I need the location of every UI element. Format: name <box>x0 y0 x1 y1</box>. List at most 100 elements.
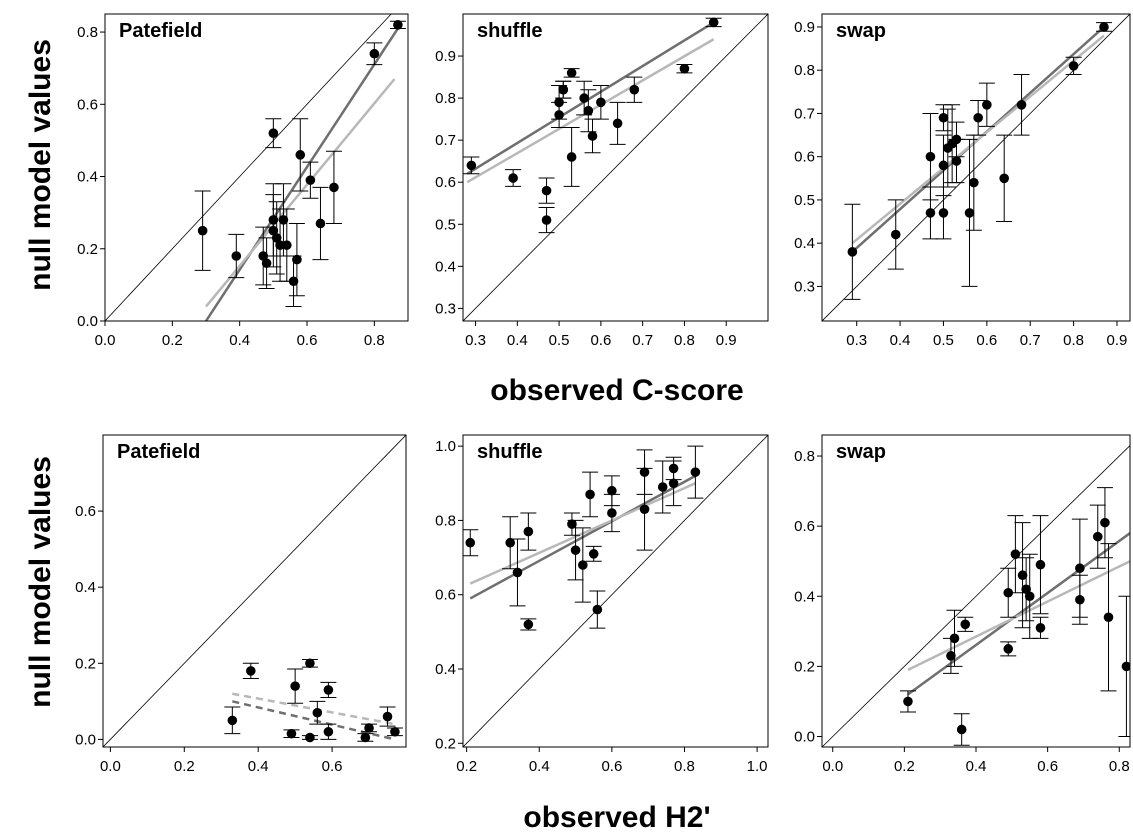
data-point <box>626 76 643 103</box>
y-tick-label: 0.4 <box>794 588 815 605</box>
data-point <box>1095 22 1112 32</box>
data-point <box>1071 574 1088 625</box>
y-tick-label: 0.4 <box>794 235 815 252</box>
data-point <box>961 138 978 287</box>
point-marker <box>227 715 238 726</box>
point-marker <box>329 182 339 193</box>
data-point <box>302 161 319 199</box>
point-marker <box>261 258 272 269</box>
point-marker <box>312 707 323 718</box>
data-point <box>996 134 1013 223</box>
data-point <box>224 706 241 735</box>
point-marker <box>305 732 315 743</box>
y-tick-label: 0.6 <box>75 503 96 520</box>
point-marker <box>679 63 690 74</box>
y-tick-label: 1.0 <box>435 438 456 455</box>
point-marker <box>969 177 979 188</box>
y-tick-label: 0.6 <box>794 518 815 535</box>
y-tick-label: 0.8 <box>794 62 815 79</box>
data-point <box>1065 56 1082 76</box>
point-marker <box>973 112 983 123</box>
data-point <box>292 118 309 192</box>
data-point <box>946 609 963 667</box>
data-point <box>887 199 904 270</box>
point-marker <box>982 100 992 110</box>
x-axis-label-top: observed C-score <box>490 374 743 407</box>
data-point <box>1032 616 1049 639</box>
chart-panel-2: 0.3 0.4 0.5 0.6 0.7 0.8 0.9 0.3 0.4 0.5 0.6 0.7 0.8 0… <box>435 13 769 349</box>
point-marker <box>364 723 374 733</box>
data-point <box>509 538 526 607</box>
point-marker <box>292 254 302 265</box>
point-marker <box>1035 623 1046 633</box>
point-marker <box>505 537 516 548</box>
data-point <box>242 662 259 680</box>
y-tick-label: 0.4 <box>77 169 98 186</box>
x-tick-label: 0.2 <box>174 758 195 775</box>
data-point <box>609 101 626 145</box>
x-tick-label: 0.0 <box>100 758 121 775</box>
point-marker <box>197 225 208 236</box>
point-marker <box>1075 594 1085 605</box>
fit-line-dark <box>466 21 715 175</box>
y-tick-label: 0.6 <box>77 96 98 113</box>
point-marker <box>541 185 552 196</box>
fit-line-dark <box>204 27 399 321</box>
point-marker <box>1035 559 1046 570</box>
point-marker <box>607 508 617 518</box>
data-point <box>325 150 342 224</box>
point-marker <box>268 128 279 138</box>
data-point <box>922 186 939 240</box>
data-point <box>676 63 693 74</box>
data-point <box>268 201 285 275</box>
data-point <box>563 512 580 536</box>
data-point <box>463 529 479 557</box>
point-marker <box>612 118 623 129</box>
point-marker <box>393 20 403 30</box>
point-marker <box>925 208 936 218</box>
data-point <box>265 194 282 268</box>
y-tick-label: 0.5 <box>435 216 456 233</box>
data-point <box>386 726 403 737</box>
point-marker <box>305 658 315 669</box>
x-tick-label: 0.8 <box>674 332 695 349</box>
data-point <box>538 177 555 204</box>
chart-panel-5: 0.2 0.4 0.6 0.8 1.0 0.2 0.4 0.6 0.8 1.0 shuffle <box>435 434 769 775</box>
point-marker <box>231 251 242 261</box>
data-point <box>705 17 722 28</box>
data-point <box>563 127 580 187</box>
y-axis-label-bottom: null model values <box>24 456 57 708</box>
panels-group: 0.0 0.2 0.4 0.6 0.80.00.20.40.60.8 Patefield0… <box>75 13 1131 775</box>
point-marker <box>1003 644 1014 654</box>
x-tick-label: 0.6 <box>590 332 611 349</box>
x-tick-label: 0.8 <box>1063 332 1084 349</box>
data-point <box>555 80 572 99</box>
chart-panel-3: 0.3 0.4 0.5 0.6 0.7 0.8 0.9 0.3 0.4 0.5 0.6 0.7 0.8 0… <box>794 13 1131 349</box>
point-marker <box>258 251 269 261</box>
y-tick-label: 0.5 <box>794 192 815 209</box>
point-marker <box>1092 531 1103 542</box>
data-point <box>538 206 555 234</box>
y-tick-label: 0.2 <box>794 658 815 675</box>
y-tick-label: 0.2 <box>75 655 96 672</box>
point-marker <box>1010 549 1021 559</box>
y-tick-label: 0.2 <box>435 735 456 752</box>
point-marker <box>639 504 650 515</box>
fit-line-dark <box>907 532 1130 696</box>
y-tick-label: 0.4 <box>75 579 96 596</box>
x-tick-label: 0.6 <box>297 332 318 349</box>
point-marker <box>938 112 949 123</box>
data-point <box>1089 504 1106 569</box>
data-point <box>589 590 606 629</box>
data-point <box>922 112 939 201</box>
data-point <box>580 89 597 133</box>
x-tick-label: 0.2 <box>162 332 183 349</box>
data-point <box>665 456 682 481</box>
fit-line-light <box>205 78 396 308</box>
data-point <box>942 637 959 674</box>
data-point <box>978 82 995 127</box>
x-tick-label: 0.8 <box>364 332 385 349</box>
y-tick-label: 0.0 <box>75 731 96 748</box>
point-marker <box>1099 22 1109 32</box>
point-marker <box>523 619 534 630</box>
